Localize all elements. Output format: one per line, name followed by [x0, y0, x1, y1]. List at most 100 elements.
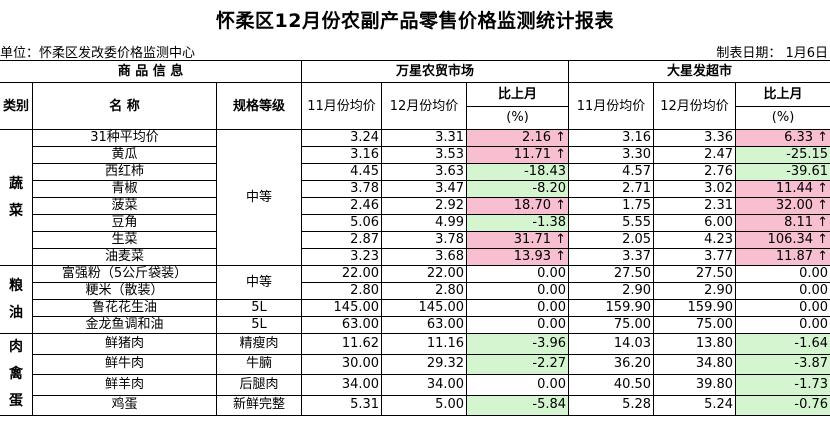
category-char: 蔬	[9, 175, 23, 192]
m2-change-cell: 0.00	[735, 316, 830, 334]
m1-change-cell: -1.38	[466, 214, 570, 232]
m1-change-cell: -18.43	[466, 163, 570, 181]
m1-change-cell: -8.20	[466, 180, 570, 198]
category-char: 肉	[9, 339, 23, 355]
m1-nov-cell: 22.00	[301, 265, 383, 283]
m2-dec-header: 12月份均价	[653, 82, 737, 130]
table-row: 豆角 5.06 4.99 -1.38 5.55 6.00 8.11 ↑	[0, 214, 830, 232]
m1-nov-cell: 5.31	[301, 394, 383, 416]
product-grade: 牛腩	[215, 353, 303, 375]
m1-dec-cell: 22.00	[381, 265, 468, 283]
m1-nov-cell: 3.16	[301, 146, 383, 164]
m1-dec-cell: 145.00	[381, 299, 468, 317]
m2-change-cell: 8.11 ↑	[735, 214, 830, 232]
m2-change-cell: 32.00 ↑	[735, 197, 830, 215]
m2-dec-cell: 3.77	[653, 248, 737, 266]
m1-change-cell: 2.16 ↑	[466, 129, 570, 147]
m1-nov-cell: 3.24	[301, 129, 383, 147]
table-row: 鸡蛋 新鲜完整 5.31 5.00 -5.84 5.28 5.24 -0.76	[0, 394, 830, 416]
product-grade: 新鲜完整	[215, 394, 303, 416]
m1-change-cell: 0.00	[466, 265, 570, 283]
category-char: 粮	[9, 277, 23, 294]
report-title: 怀柔区12月份农副产品零售价格监测统计报表	[216, 10, 614, 32]
table-row: 鲁花花生油 5L 145.00 145.00 0.00 159.90 159.90 0.00	[0, 299, 830, 317]
product-grade: 中等	[215, 265, 303, 300]
m1-dec-cell: 5.00	[381, 394, 468, 416]
m1-change-cell: 0.00	[466, 282, 570, 300]
m2-change-cell: -39.61	[735, 163, 830, 181]
m1-nov-header: 11月份均价	[301, 82, 383, 130]
table-row: 黄瓜 3.16 3.53 11.71 ↑ 3.30 2.47 -25.15	[0, 146, 830, 164]
table-row: 青椒 3.78 3.47 -8.20 2.71 3.02 11.44 ↑	[0, 180, 830, 198]
product-name: 菠菜	[32, 197, 217, 215]
table-row: 西红柿 4.45 3.63 -18.43 4.57 2.76 -39.61	[0, 163, 830, 181]
category-header: 类别	[0, 82, 33, 130]
m2-nov-cell: 3.16	[568, 129, 655, 147]
table-row: 鲜牛肉 牛腩 30.00 29.32 -2.27 36.20 34.80 -3.87	[0, 353, 830, 375]
name-header: 名 称	[32, 82, 217, 130]
m2-change-cell: 6.33 ↑	[735, 129, 830, 147]
m2-dec-cell: 27.50	[653, 265, 737, 283]
m1-dec-cell: 2.92	[381, 197, 468, 215]
m1-dec-cell: 3.53	[381, 146, 468, 164]
m1-change-cell: 18.70 ↑	[466, 197, 570, 215]
product-grade: 5L	[215, 316, 303, 334]
product-name: 31种平均价	[32, 129, 217, 147]
product-info-header: 商 品 信 息	[0, 60, 303, 83]
product-name: 豆角	[32, 214, 217, 232]
m1-dec-cell: 3.31	[381, 129, 468, 147]
table-row: 肉禽蛋鲜猪肉 精瘦肉 11.62 11.16 -3.96 14.03 13.80 -1.64	[0, 333, 830, 416]
table-row: 菠菜 2.46 2.92 18.70 ↑ 1.75 2.31 32.00 ↑	[0, 197, 830, 215]
m2-nov-cell: 3.37	[568, 248, 655, 266]
m2-nov-cell: 3.30	[568, 146, 655, 164]
product-name: 生菜	[32, 231, 217, 249]
m1-change-cell: 0.00	[466, 316, 570, 334]
m2-dec-cell: 159.90	[653, 299, 737, 317]
m1-dec-cell: 3.47	[381, 180, 468, 198]
category-meat: 肉禽蛋	[0, 333, 33, 416]
m1-change-cell: 0.00	[466, 374, 570, 396]
m2-change-header: 比上月	[735, 82, 830, 107]
product-grade: 5L	[215, 299, 303, 317]
unit-label: 单位：怀柔区发改委价格监测中心	[0, 46, 196, 61]
m1-change-unit: (%)	[466, 106, 570, 130]
m2-nov-cell: 5.28	[568, 394, 655, 416]
m1-nov-cell: 2.87	[301, 231, 383, 249]
m1-nov-cell: 34.00	[301, 374, 383, 396]
product-name: 青椒	[32, 180, 217, 198]
m1-dec-cell: 4.99	[381, 214, 468, 232]
m2-nov-header: 11月份均价	[568, 82, 655, 130]
m2-change-cell: 0.00	[735, 299, 830, 317]
table-row: 粳米（散装） 2.80 2.80 0.00 2.90 2.90 0.00	[0, 282, 830, 300]
m2-change-cell: 106.34 ↑	[735, 231, 830, 249]
m1-dec-cell: 11.16	[381, 333, 468, 355]
m1-dec-cell: 63.00	[381, 316, 468, 334]
product-name: 粳米（散装）	[32, 282, 217, 300]
m1-nov-cell: 2.46	[301, 197, 383, 215]
table-row: 粮油富强粉（5公斤袋装） 中等 22.00 22.00 0.00 27.50 27.50 0.…	[0, 265, 830, 334]
m1-change-cell: 13.93 ↑	[466, 248, 570, 266]
m2-nov-cell: 27.50	[568, 265, 655, 283]
m2-nov-cell: 40.50	[568, 374, 655, 396]
product-name: 西红柿	[32, 163, 217, 181]
m1-change-cell: -3.96	[466, 333, 570, 355]
product-grade: 中等	[215, 129, 303, 266]
table-row: 生菜 2.87 3.78 31.71 ↑ 2.05 4.23 106.34 ↑	[0, 231, 830, 249]
m1-dec-header: 12月份均价	[381, 82, 468, 130]
product-name: 富强粉（5公斤袋装）	[32, 265, 217, 283]
m2-dec-cell: 34.80	[653, 353, 737, 375]
m1-nov-cell: 2.80	[301, 282, 383, 300]
m2-nov-cell: 159.90	[568, 299, 655, 317]
product-name: 鸡蛋	[32, 394, 217, 416]
category-char: 菜	[9, 202, 23, 219]
m2-dec-cell: 13.80	[653, 333, 737, 355]
m1-nov-cell: 3.78	[301, 180, 383, 198]
m2-change-unit: (%)	[735, 106, 830, 130]
category-grain: 粮油	[0, 265, 33, 334]
m1-nov-cell: 11.62	[301, 333, 383, 355]
m2-nov-cell: 14.03	[568, 333, 655, 355]
product-name: 黄瓜	[32, 146, 217, 164]
m1-nov-cell: 145.00	[301, 299, 383, 317]
m2-change-cell: 11.87 ↑	[735, 248, 830, 266]
market2-header: 大星发超市	[568, 60, 830, 83]
